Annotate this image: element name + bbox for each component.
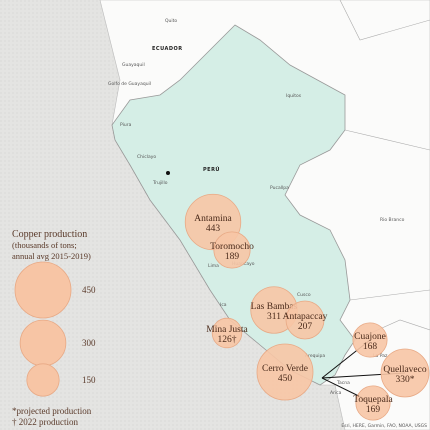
mine-bubble <box>355 385 391 421</box>
mine-name: Las Bambas <box>251 302 298 312</box>
mine-value: 169 <box>366 405 381 415</box>
mine-bubble <box>213 231 251 269</box>
place: Guayaquil <box>122 62 145 68</box>
legend-title: Copper production (thousands of tons; annu… <box>12 229 91 261</box>
place: Iquitos <box>286 93 302 99</box>
borders <box>339 0 430 341</box>
legend-circle <box>14 261 72 319</box>
legend-title-line: (thousands of tons; <box>12 240 77 250</box>
mine-bubble <box>211 317 243 349</box>
mine-value: 443 <box>206 224 221 234</box>
place: Arica <box>330 390 342 396</box>
mine-bubble <box>285 300 325 340</box>
mine-value: 330* <box>396 375 415 385</box>
place: Lima <box>208 263 219 269</box>
place: Piura <box>120 122 132 128</box>
mine-value: 311 <box>267 312 281 322</box>
mine-name: Cerro Verde <box>262 364 308 374</box>
mine-name: Cuajone <box>354 332 386 342</box>
legend-title-line: Copper production <box>12 229 87 240</box>
mine-name: Quellaveco <box>383 365 427 375</box>
place: La Paz <box>373 353 388 359</box>
place: Trujillo <box>152 180 168 186</box>
mine-value: 126† <box>218 335 237 345</box>
mine-name: Antamina <box>194 214 232 224</box>
mine-name: Mina Justa <box>206 325 248 335</box>
mine-bubble <box>380 348 430 398</box>
place: Tacna <box>336 380 350 386</box>
place: Pucallpa <box>270 185 289 191</box>
place: Ica <box>220 302 227 308</box>
mine-bubble <box>256 343 314 401</box>
legend-circle <box>26 363 60 397</box>
note: † 2022 production <box>12 417 78 427</box>
place: Rio Branco <box>380 217 405 223</box>
mine-bubble <box>352 322 388 358</box>
legend-label: 300 <box>82 338 96 348</box>
mine-value: 207 <box>298 322 313 332</box>
legend-label: 150 <box>82 375 96 385</box>
note: *projected production <box>12 406 92 416</box>
place: Quito <box>165 18 177 24</box>
mine-value: 450 <box>278 374 293 384</box>
mine-value: 168 <box>363 342 378 352</box>
legend-label: 450 <box>82 285 96 295</box>
mine-name: Toromocho <box>210 242 254 252</box>
attribution: Esri, HERE, Garmin, FAO, NOAA, USGS <box>341 423 427 429</box>
place: Chiclayo <box>137 154 156 160</box>
country: ECUADOR <box>152 46 183 52</box>
place: Golfo de Guayaquil <box>108 81 151 87</box>
country: PERÚ <box>203 166 220 173</box>
place: Arequipa <box>305 353 325 359</box>
marker <box>166 171 170 175</box>
legend-title-line: annual avg 2015-2019) <box>12 251 91 261</box>
place: Cusco <box>297 292 311 298</box>
mine-name: Toquepala <box>353 395 393 405</box>
mine-name: Antapaccay <box>283 312 328 322</box>
mine-value: 189 <box>225 252 240 262</box>
legend-circle <box>19 319 67 367</box>
